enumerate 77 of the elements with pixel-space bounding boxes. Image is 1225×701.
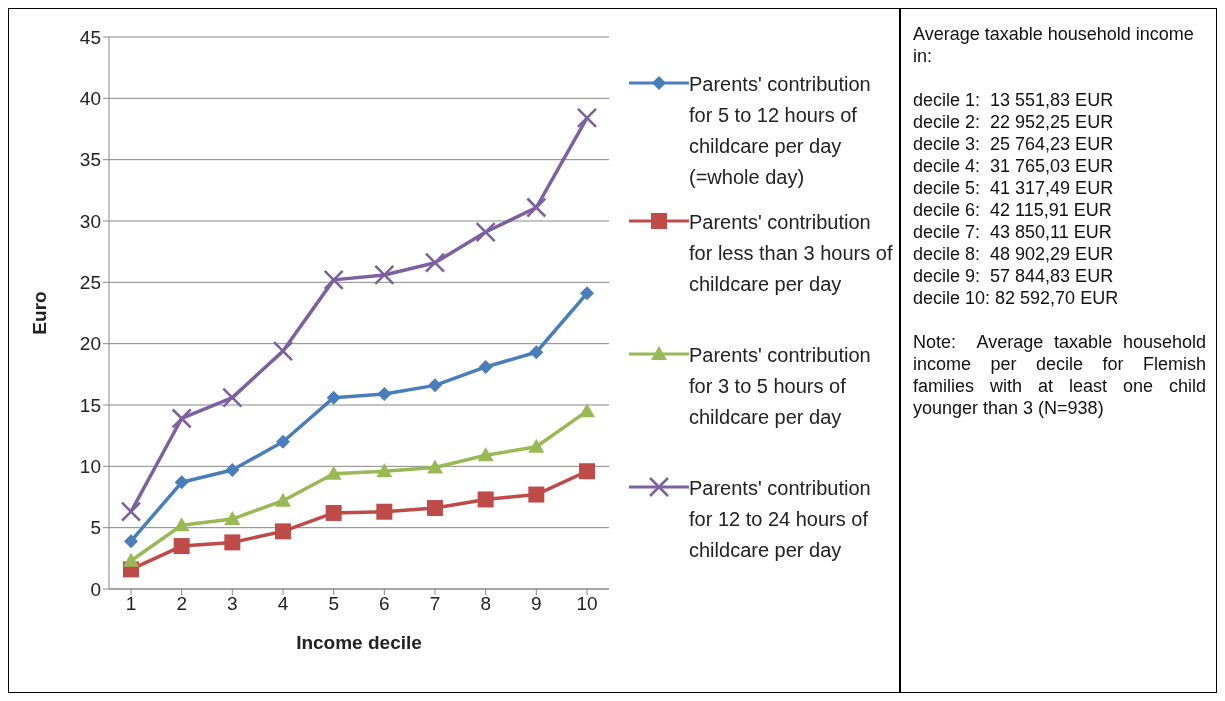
- point: [275, 492, 291, 507]
- text: decile 10: 82 592,70 EUR: [913, 287, 1120, 309]
- point: [579, 463, 595, 480]
- point: [224, 511, 241, 526]
- x-tick-label: 5: [328, 593, 339, 615]
- point: [576, 107, 598, 129]
- y-axis-title: Euro: [28, 291, 50, 335]
- legend-label: Parents' contribution for less than 3 hours of childcare per day: [689, 210, 894, 297]
- x-axis-title: Income decile: [296, 632, 422, 653]
- point: [275, 523, 291, 540]
- point: [323, 269, 344, 291]
- text: decile 5: 41 317,49 EUR: [913, 177, 1115, 199]
- point: [528, 486, 545, 503]
- point: [427, 500, 443, 517]
- x-tick-label: 9: [531, 593, 542, 615]
- text: decile 4: 31 765,03 EUR: [913, 155, 1115, 177]
- text: decile 7: 43 850,11 EUR: [913, 221, 1113, 243]
- legend-label: Parents' contribution for 5 to 12 hours of childcare per day (=whole day): [689, 72, 872, 190]
- y-tick-label: 35: [79, 149, 101, 171]
- legend-label: Parents' contribution for 12 to 24 hours of childcare per day: [689, 476, 872, 563]
- point: [376, 463, 393, 478]
- x-tick-label: 7: [429, 593, 441, 615]
- point: [478, 359, 493, 374]
- point: [171, 408, 192, 429]
- point: [120, 501, 142, 522]
- point: [424, 252, 446, 273]
- point: [526, 197, 547, 218]
- text: decile 1: 13 551,83 EUR: [913, 89, 1115, 111]
- text: Note: Average taxable household income per decile for Flemish families with at least one child younger than 3 (N=938): [913, 331, 1206, 419]
- x-tick-label: 4: [277, 593, 289, 615]
- point: [326, 390, 341, 405]
- point: [325, 465, 342, 480]
- point: [475, 221, 496, 243]
- text: decile 8: 48 902,29 EUR: [913, 243, 1115, 265]
- y-tick-label: 40: [79, 88, 101, 110]
- x-tick-label: 6: [379, 593, 390, 615]
- point: [428, 378, 442, 393]
- point: [173, 517, 190, 532]
- point: [276, 434, 290, 449]
- y-tick-label: 5: [90, 517, 101, 539]
- point: [477, 491, 494, 508]
- point: [123, 552, 139, 567]
- y-tick-label: 20: [79, 333, 101, 355]
- point: [579, 403, 595, 418]
- text: decile 6: 42 115,91 EUR: [913, 199, 1113, 221]
- point: [325, 504, 342, 521]
- y-tick-label: 30: [79, 210, 101, 232]
- x-tick-label: 8: [480, 593, 491, 615]
- x-tick-label: 1: [125, 593, 137, 615]
- x-tick-label: 2: [176, 593, 187, 615]
- x-tick-label: 10: [576, 593, 598, 615]
- x-tick-label: 3: [227, 593, 238, 615]
- point: [377, 386, 392, 401]
- y-tick-label: 15: [79, 394, 101, 416]
- point: [174, 475, 189, 490]
- point: [173, 538, 190, 555]
- point: [529, 345, 544, 360]
- y-tick-label: 10: [79, 456, 101, 478]
- point: [222, 387, 243, 408]
- point: [528, 438, 545, 453]
- y-tick-label: 0: [90, 578, 101, 600]
- point: [225, 463, 240, 478]
- text: decile 9: 57 844,83 EUR: [913, 265, 1115, 287]
- text: decile 3: 25 764,23 EUR: [913, 133, 1115, 155]
- point: [376, 503, 393, 520]
- point: [580, 286, 594, 301]
- point: [224, 534, 241, 551]
- y-tick-label: 45: [79, 26, 101, 48]
- y-tick-label: 25: [79, 272, 101, 294]
- point: [427, 459, 443, 474]
- point: [477, 447, 494, 462]
- text: Average taxable household income in:: [913, 23, 1195, 67]
- point: [124, 534, 138, 549]
- point: [374, 264, 395, 286]
- legend-label: Parents' contribution for 3 to 5 hours of childcare per day: [689, 343, 872, 430]
- text: decile 2: 22 952,25 EUR: [913, 111, 1115, 133]
- point: [272, 340, 294, 362]
